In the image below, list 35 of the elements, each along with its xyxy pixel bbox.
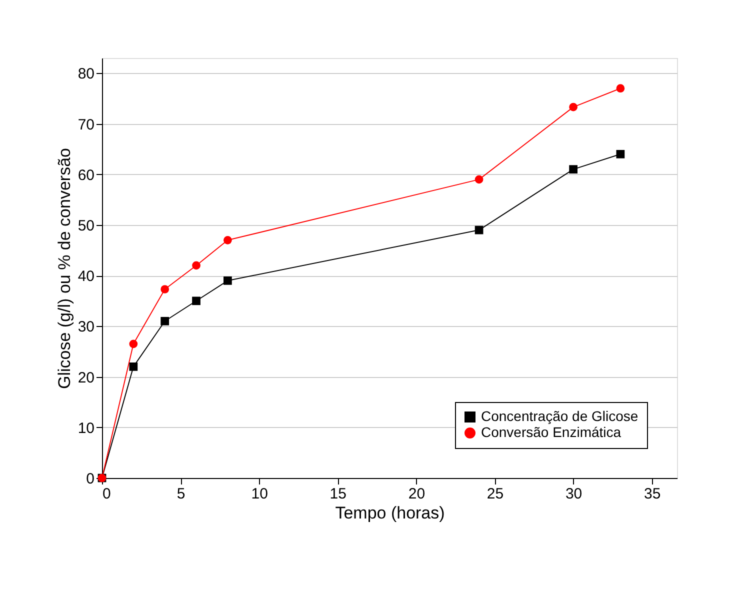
point	[616, 84, 625, 93]
legend-label: Conversão Enzimática	[481, 424, 622, 440]
x-tick-label: 5	[176, 486, 186, 502]
point	[224, 276, 232, 285]
y-tick-label: 60	[78, 166, 94, 184]
point	[569, 102, 578, 112]
y-tick-label: 0	[86, 470, 94, 488]
point	[224, 236, 232, 244]
point	[129, 362, 138, 371]
point	[569, 165, 578, 174]
point	[474, 175, 484, 184]
y-tick-label: 30	[78, 318, 94, 336]
point	[474, 226, 484, 234]
y-axis-title: Glicose (g/l) ou % de conversão	[54, 148, 74, 389]
x-tick-label: 30	[565, 486, 582, 502]
x-tick-label: 0	[102, 486, 111, 502]
y-tick-label: 10	[78, 420, 94, 437]
x-tick-label: 10	[251, 486, 268, 502]
point	[192, 261, 200, 270]
point	[160, 285, 170, 294]
point	[160, 316, 170, 326]
x-tick-label: 35	[644, 486, 661, 502]
y-tick-label: 50	[78, 217, 94, 234]
point	[192, 296, 200, 306]
legend-label: Concentração de Glicose	[481, 408, 638, 424]
y-tick-label: 40	[78, 268, 94, 286]
y-tick-label: 70	[78, 116, 94, 134]
point	[129, 340, 138, 348]
x-tick-label: 20	[408, 486, 426, 502]
point	[616, 150, 625, 158]
x-tick-label: 15	[330, 486, 346, 502]
y-tick-label: 80	[78, 66, 94, 83]
x-axis-title: Tempo (horas)	[335, 504, 445, 522]
y-tick-label: 20	[78, 369, 94, 386]
x-tick-label: 25	[486, 486, 504, 502]
